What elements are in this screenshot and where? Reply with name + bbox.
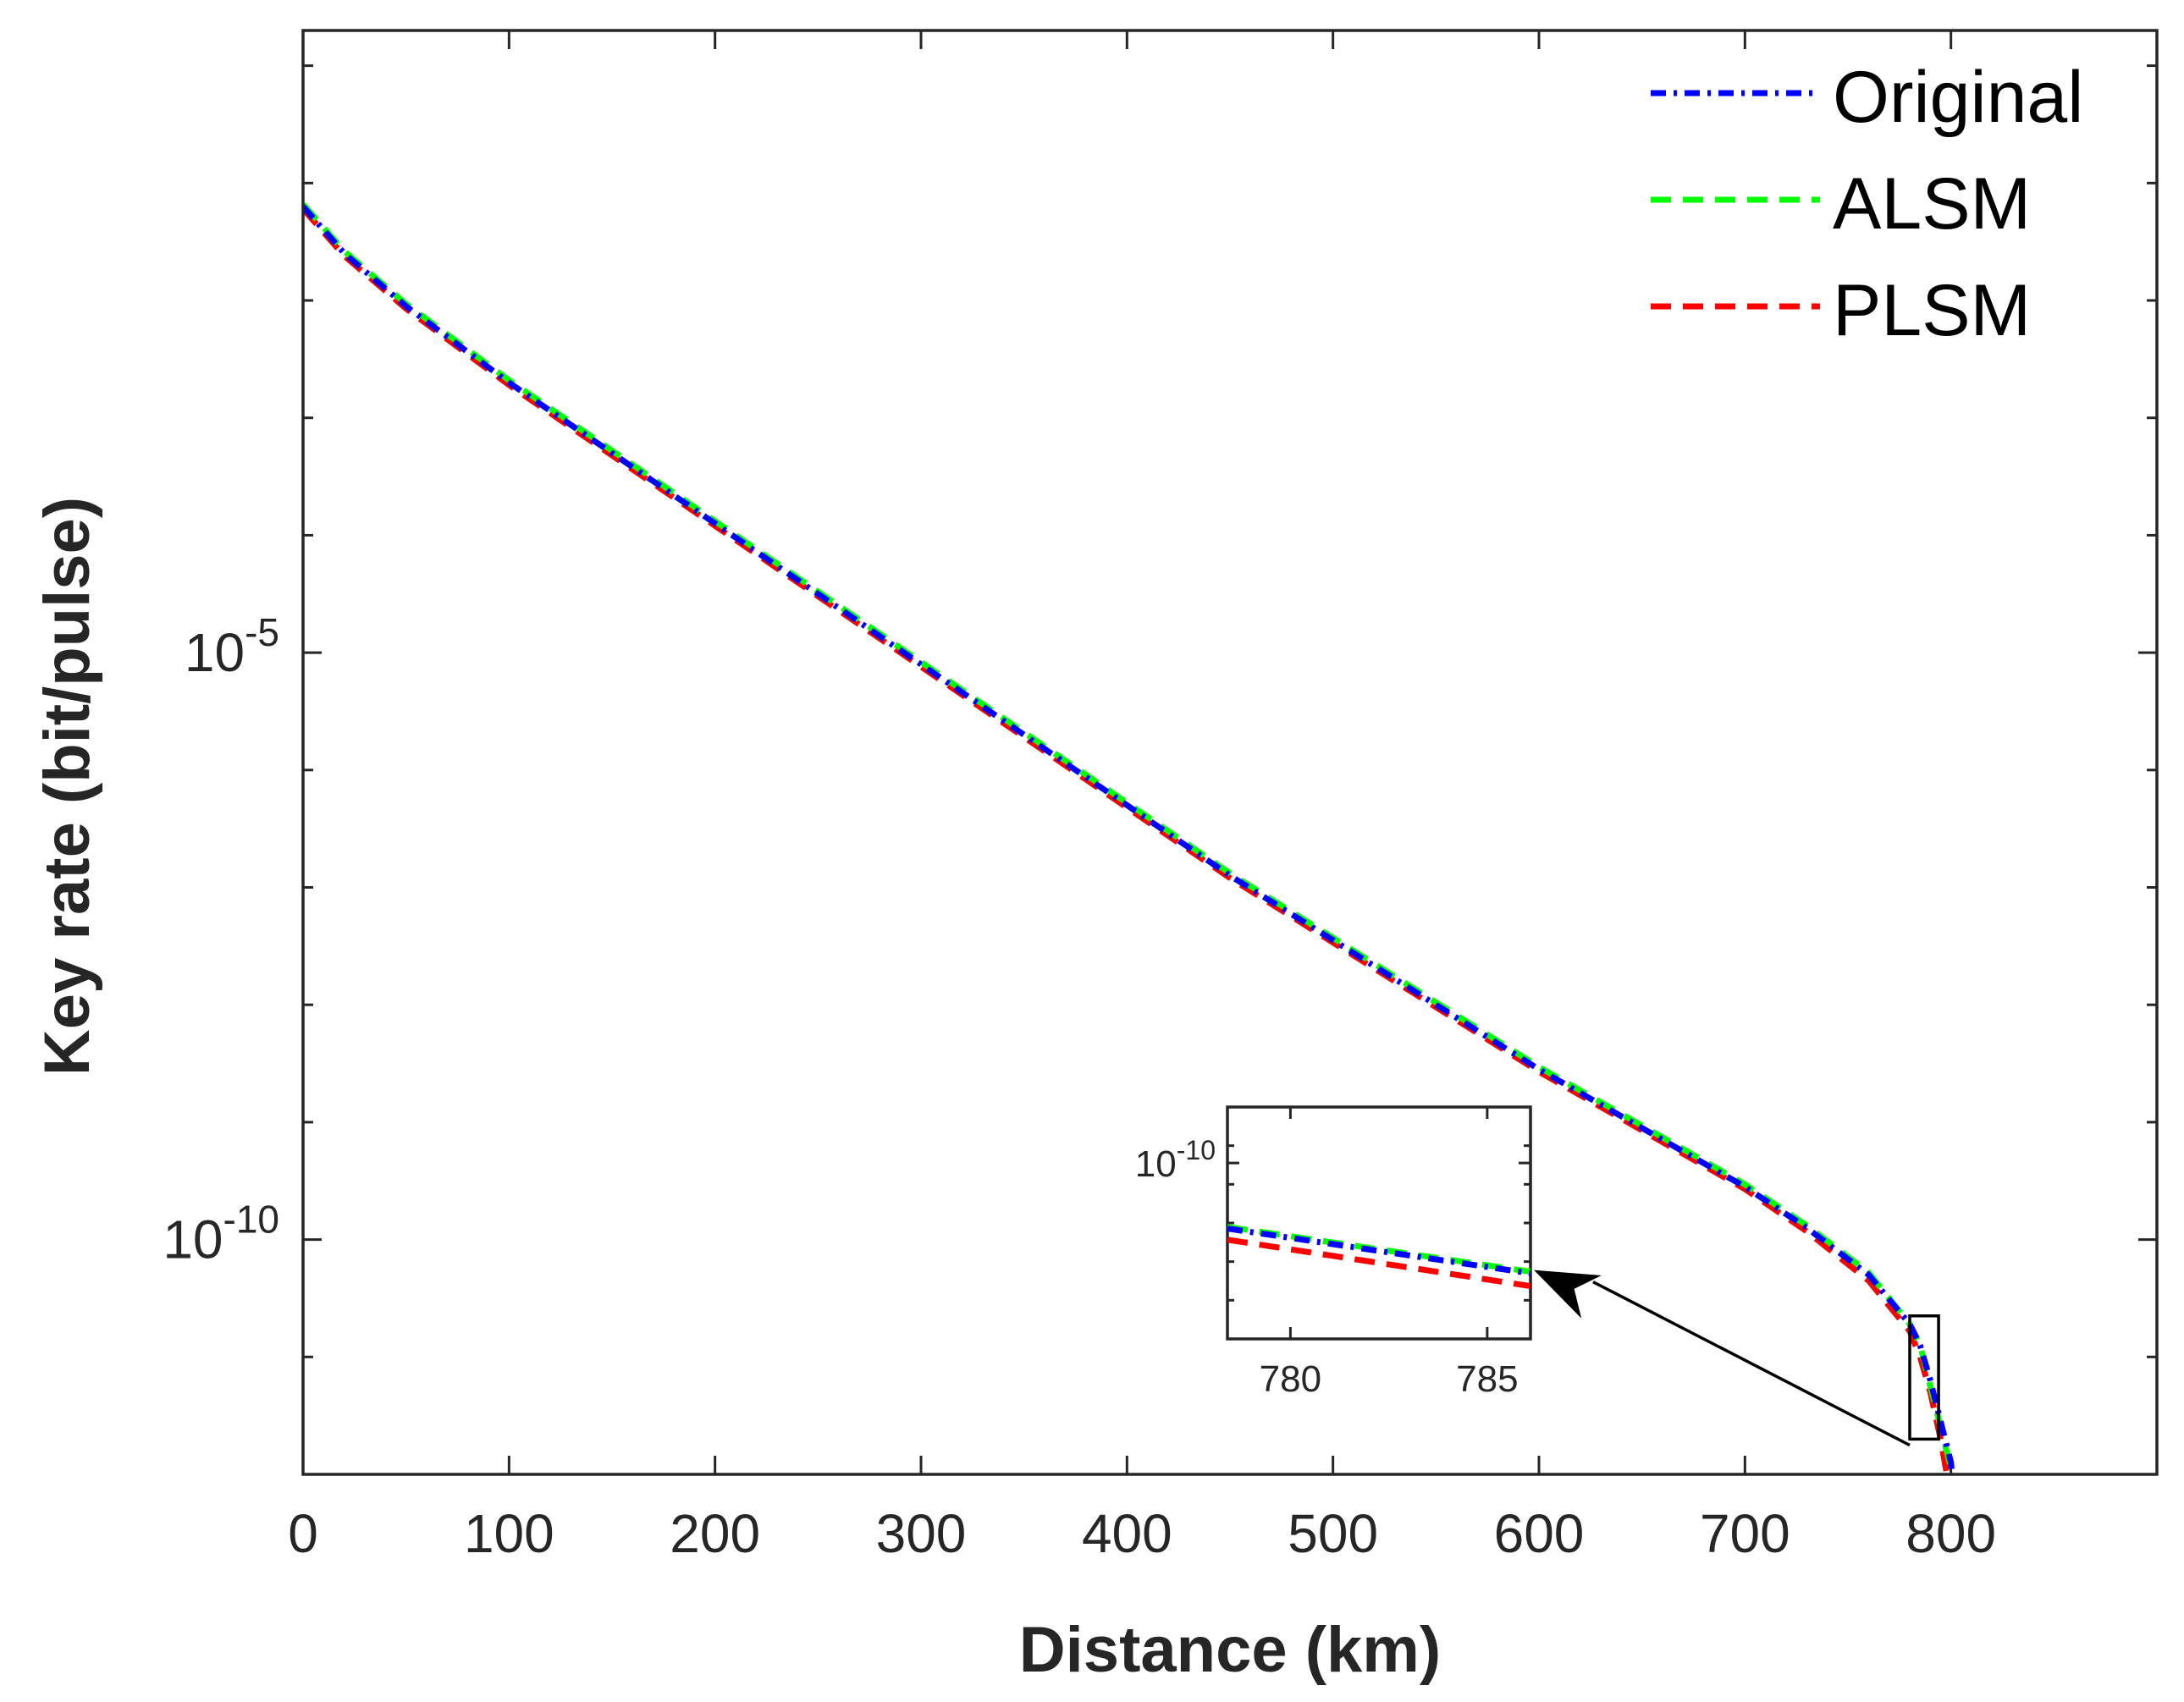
zoom-arrow-line <box>1592 1281 1911 1447</box>
legend-label-alsm: ALSM <box>1833 163 2031 245</box>
inset-x-tick-label: 780 <box>1260 1358 1321 1400</box>
y-tick-label-base: 10 <box>163 1209 223 1270</box>
zoom-arrow-head <box>1534 1270 1602 1319</box>
x-tick-label: 0 <box>288 1503 318 1564</box>
inset-series-line-plsm <box>1227 1237 1530 1290</box>
inset-y-tick-label-exponent: -10 <box>1177 1135 1216 1165</box>
x-tick-label: 500 <box>1288 1503 1378 1564</box>
series-line-original <box>303 204 1955 1474</box>
x-tick-label: 300 <box>876 1503 967 1564</box>
legend: Original ALSM PLSM <box>1651 57 2083 351</box>
zoom-annotation <box>1534 1270 1940 1447</box>
inset-x-tick-label: 785 <box>1456 1358 1518 1400</box>
y-axis-title: Key rate (bit/pulse) <box>31 497 103 1076</box>
x-tick-label: 700 <box>1700 1503 1790 1564</box>
inset-series-line-alsm <box>1227 1224 1530 1275</box>
x-axis-title: Distance (km) <box>1019 1614 1441 1686</box>
inset-frame <box>1226 1105 1532 1341</box>
plot-area-frame <box>301 29 2159 1476</box>
x-tick-label: 800 <box>1905 1503 1996 1564</box>
y-tick-label: 10-10 <box>163 1198 279 1270</box>
x-tick-label: 200 <box>670 1503 760 1564</box>
inset-chart: 780 785 10-10 <box>1135 1105 1532 1400</box>
inset-y-tick-label-base: 10 <box>1135 1143 1177 1185</box>
legend-label-original: Original <box>1833 57 2083 138</box>
x-tick-label: 600 <box>1494 1503 1585 1564</box>
zoom-region-box <box>1908 1314 1940 1441</box>
x-tick-label: 100 <box>464 1503 554 1564</box>
y-tick-label-exponent: -10 <box>223 1198 279 1242</box>
y-tick-label: 10-5 <box>185 610 279 683</box>
legend-label-plsm: PLSM <box>1833 270 2031 351</box>
inset-y-tick-label: 10-10 <box>1135 1135 1216 1185</box>
axis-ticks <box>301 30 2157 1476</box>
x-tick-label: 400 <box>1082 1503 1172 1564</box>
plot-series <box>303 201 1955 1474</box>
y-tick-label-base: 10 <box>185 622 245 683</box>
y-tick-label-exponent: -5 <box>245 610 279 654</box>
